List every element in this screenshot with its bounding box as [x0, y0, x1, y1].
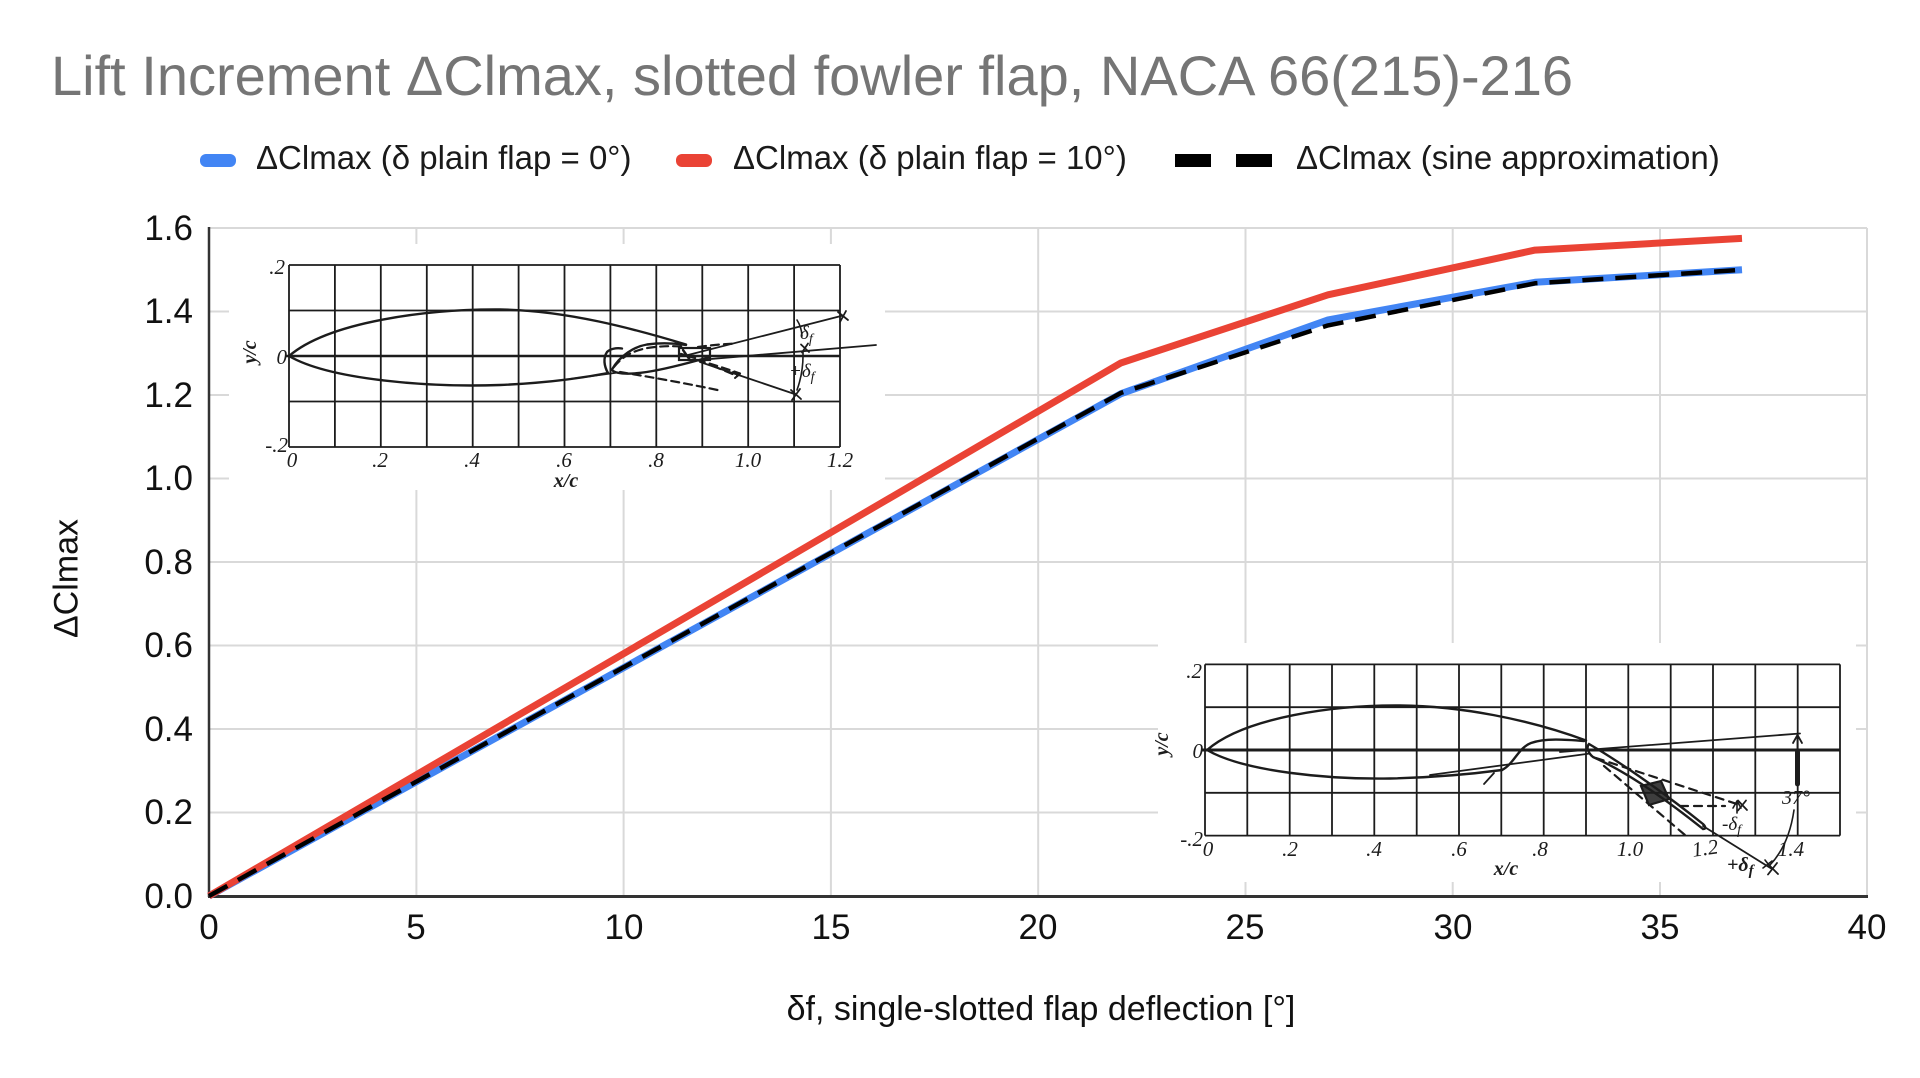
svg-text:x/c: x/c [1493, 858, 1519, 880]
svg-text:.8: .8 [1532, 837, 1548, 861]
svg-text:37°: 37° [1781, 787, 1810, 809]
svg-text:x/c: x/c [553, 470, 579, 492]
svg-text:.6: .6 [1451, 837, 1467, 861]
svg-text:y/c: y/c [239, 340, 261, 365]
svg-text:0: 0 [1193, 739, 1204, 763]
svg-text:.2: .2 [269, 255, 285, 279]
svg-text:1.0: 1.0 [735, 448, 762, 472]
svg-text:1.2: 1.2 [827, 448, 854, 472]
svg-text:.2: .2 [1186, 659, 1202, 683]
svg-text:.4: .4 [464, 448, 480, 472]
svg-text:-.2: -.2 [265, 433, 288, 457]
svg-text:.4: .4 [1366, 837, 1382, 861]
svg-text:.2: .2 [372, 448, 388, 472]
svg-text:.2: .2 [1282, 837, 1298, 861]
svg-text:0: 0 [287, 448, 298, 472]
svg-text:-.2: -.2 [1180, 827, 1203, 851]
svg-text:y/c: y/c [1151, 732, 1173, 757]
svg-text:1.4: 1.4 [1778, 837, 1805, 861]
svg-text:.8: .8 [648, 448, 664, 472]
svg-text:0: 0 [277, 345, 288, 369]
svg-text:.6: .6 [556, 448, 572, 472]
svg-text:1.0: 1.0 [1617, 837, 1644, 861]
svg-text:1.2: 1.2 [1690, 834, 1720, 861]
svg-text:0: 0 [1203, 837, 1214, 861]
